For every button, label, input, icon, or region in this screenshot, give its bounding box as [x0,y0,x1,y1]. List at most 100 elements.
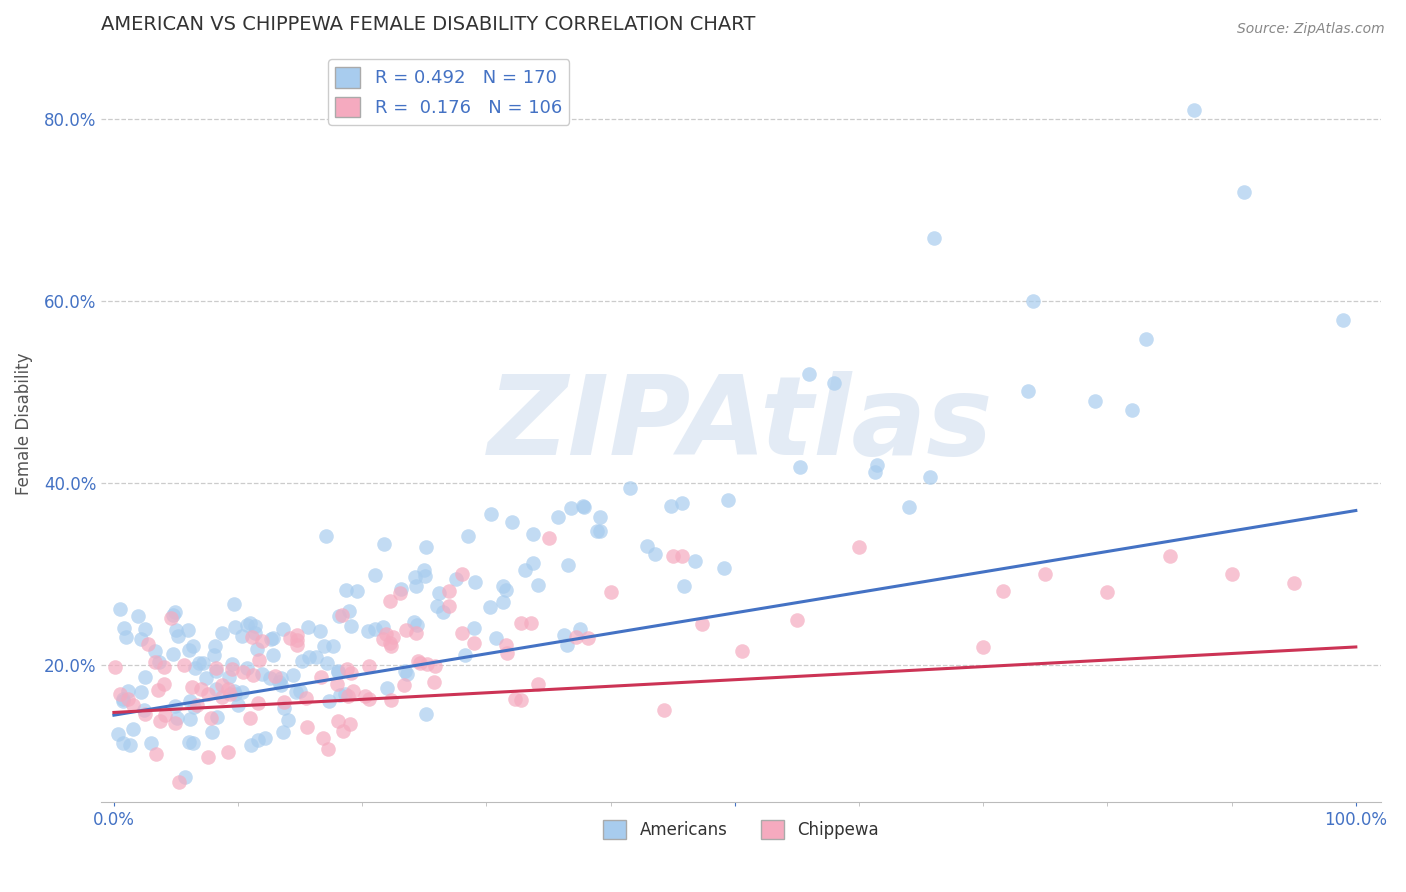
Point [404,570,426,584]
Point [527,578,550,592]
Point [326,677,349,691]
Point [167,629,190,643]
Point [240,738,263,752]
Point [232,665,254,679]
Point [991,583,1014,598]
Point [644,547,666,561]
Point [672,579,695,593]
Point [389,586,412,600]
Point [163,606,186,620]
Point [553,627,575,641]
Point [589,509,612,524]
Point [357,691,380,706]
Point [110,602,132,616]
Text: ZIPAtlas: ZIPAtlas [488,370,994,477]
Point [235,661,257,675]
Point [200,711,222,725]
Point [423,675,446,690]
Point [690,616,713,631]
Point [652,703,675,717]
Point [381,631,404,645]
Point [522,526,544,541]
Point [356,624,378,639]
Point [239,711,262,725]
Point [359,659,381,673]
Point [576,632,599,646]
Point [269,674,291,689]
Point [463,636,485,650]
Point [495,583,517,598]
Point [1159,549,1181,563]
Point [339,604,361,618]
Point [406,618,429,632]
Point [485,631,508,645]
Point [305,650,328,665]
Point [240,630,263,644]
Point [1017,384,1039,399]
Point [136,637,159,651]
Point [415,540,437,554]
Point [599,585,621,599]
Text: Source: ZipAtlas.com: Source: ZipAtlas.com [1237,22,1385,37]
Point [479,507,502,521]
Point [281,667,304,681]
Point [661,549,683,563]
Point [181,736,204,750]
Point [685,554,707,568]
Point [1121,403,1143,417]
Point [134,670,156,684]
Point [520,615,543,630]
Point [354,689,377,703]
Point [218,687,240,701]
Point [415,569,437,583]
Point [273,700,295,714]
Point [122,698,145,712]
Point [396,667,419,681]
Point [405,626,427,640]
Point [450,567,472,582]
Point [380,594,402,608]
Point [246,696,269,710]
Point [131,632,153,646]
Point [322,639,344,653]
Point [373,537,395,551]
Point [285,638,308,652]
Point [149,714,172,729]
Point [537,531,560,545]
Point [205,709,228,723]
Point [228,698,250,713]
Point [252,667,274,681]
Point [378,636,401,650]
Point [291,654,314,668]
Point [134,623,156,637]
Point [1135,332,1157,346]
Point [786,613,808,627]
Point [191,657,214,671]
Point [108,687,131,701]
Point [221,662,243,676]
Point [222,597,245,611]
Point [129,685,152,699]
Point [111,736,134,750]
Point [162,608,184,623]
Point [389,582,412,596]
Point [848,540,870,554]
Point [111,691,134,706]
Point [866,458,889,472]
Point [659,500,682,514]
Point [309,670,332,684]
Point [509,693,531,707]
Point [204,639,226,653]
Point [412,563,434,577]
Point [415,706,437,721]
Point [139,736,162,750]
Point [242,668,264,682]
Point [335,687,357,701]
Point [239,615,262,630]
Point [395,623,418,637]
Point [246,642,269,657]
Point [619,481,641,495]
Point [127,609,149,624]
Point [236,617,259,632]
Point [231,684,253,698]
